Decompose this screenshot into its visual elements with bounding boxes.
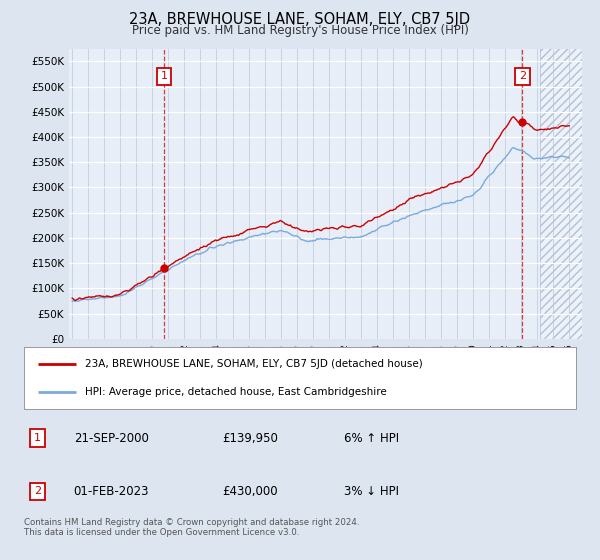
Text: 21-SEP-2000: 21-SEP-2000 [74, 432, 149, 445]
Text: 6% ↑ HPI: 6% ↑ HPI [344, 432, 399, 445]
Text: 23A, BREWHOUSE LANE, SOHAM, ELY, CB7 5JD (detached house): 23A, BREWHOUSE LANE, SOHAM, ELY, CB7 5JD… [85, 359, 422, 369]
Text: £430,000: £430,000 [223, 485, 278, 498]
Text: Price paid vs. HM Land Registry's House Price Index (HPI): Price paid vs. HM Land Registry's House … [131, 24, 469, 36]
Text: 3% ↓ HPI: 3% ↓ HPI [344, 485, 399, 498]
Text: 1: 1 [34, 433, 41, 443]
Text: 23A, BREWHOUSE LANE, SOHAM, ELY, CB7 5JD: 23A, BREWHOUSE LANE, SOHAM, ELY, CB7 5JD [130, 12, 470, 27]
Text: 2: 2 [34, 487, 41, 497]
Text: Contains HM Land Registry data © Crown copyright and database right 2024.
This d: Contains HM Land Registry data © Crown c… [24, 518, 359, 538]
Text: HPI: Average price, detached house, East Cambridgeshire: HPI: Average price, detached house, East… [85, 387, 386, 397]
Text: 2: 2 [519, 72, 526, 81]
Text: 1: 1 [160, 72, 167, 81]
Text: 01-FEB-2023: 01-FEB-2023 [74, 485, 149, 498]
Text: £139,950: £139,950 [223, 432, 278, 445]
